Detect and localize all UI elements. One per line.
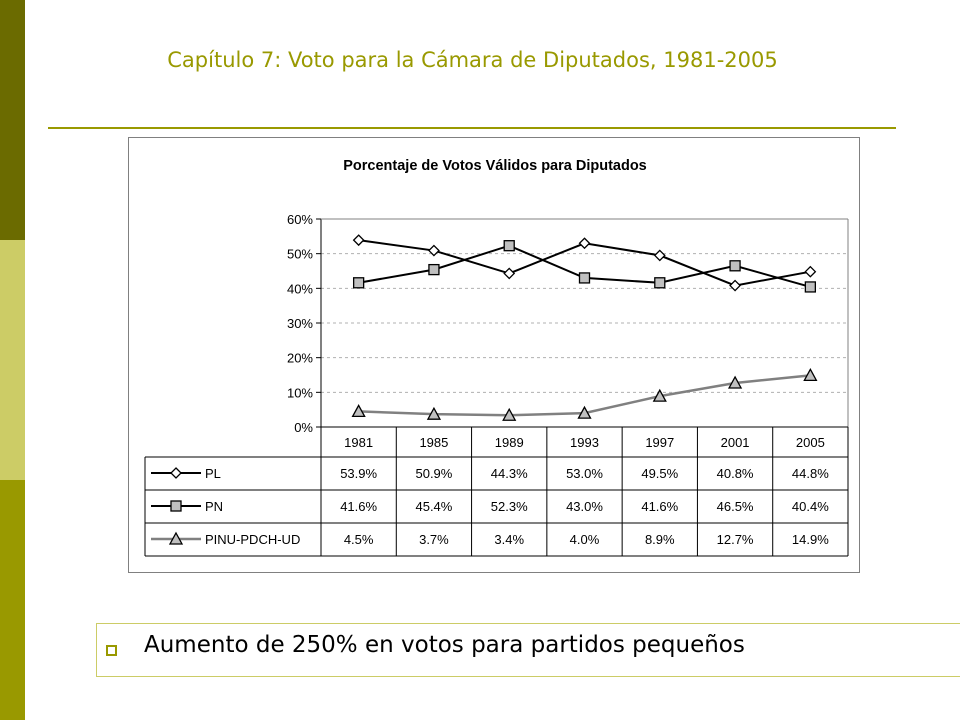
side-bar-middle xyxy=(0,240,25,480)
point-marker xyxy=(170,500,182,512)
y-tick-label: 10% xyxy=(287,385,313,400)
legend-label: PL xyxy=(205,466,221,481)
data-table-value: 4.0% xyxy=(570,532,600,547)
data-table-value: 53.9% xyxy=(340,466,377,481)
point-marker xyxy=(804,281,817,293)
data-table-value: 40.8% xyxy=(717,466,754,481)
point-marker xyxy=(652,388,667,402)
data-table-value: 14.9% xyxy=(792,532,829,547)
point-marker xyxy=(502,407,517,421)
point-marker xyxy=(428,263,440,276)
data-table-value: 46.5% xyxy=(717,499,754,514)
point-marker xyxy=(804,265,817,278)
y-tick-label: 60% xyxy=(287,212,313,227)
data-table-value: 45.4% xyxy=(415,499,452,514)
data-table-value: 3.4% xyxy=(494,532,524,547)
data-table-value: 50.9% xyxy=(415,466,452,481)
data-table-value: 53.0% xyxy=(566,466,603,481)
point-marker xyxy=(428,244,440,257)
side-bar-top xyxy=(0,0,25,240)
bullet-square-icon xyxy=(106,645,117,656)
x-category-label: 1989 xyxy=(495,435,524,450)
data-table-value: 52.3% xyxy=(491,499,528,514)
x-category-label: 1993 xyxy=(570,435,599,450)
x-category-label: 1997 xyxy=(645,435,674,450)
y-tick-label: 0% xyxy=(294,420,313,435)
point-marker xyxy=(352,234,365,247)
data-table-value: 4.5% xyxy=(344,532,374,547)
point-marker xyxy=(727,375,743,389)
bullet-text: Aumento de 250% en votos para partidos p… xyxy=(144,632,745,658)
point-marker xyxy=(503,240,515,252)
chart-container: Porcentaje de Votos Válidos para Diputad… xyxy=(128,137,860,573)
data-table-value: 44.3% xyxy=(491,466,528,481)
point-marker xyxy=(170,467,182,479)
point-marker xyxy=(729,279,741,292)
bullet-item: Aumento de 250% en votos para partidos p… xyxy=(96,623,960,677)
title-divider xyxy=(48,127,896,129)
data-table-value: 43.0% xyxy=(566,499,603,514)
data-table-value: 49.5% xyxy=(641,466,678,481)
point-marker xyxy=(729,260,741,272)
point-marker xyxy=(578,272,591,284)
legend-label: PN xyxy=(205,499,223,514)
line-chart: Porcentaje de Votos Válidos para Diputad… xyxy=(144,158,849,557)
x-category-label: 1985 xyxy=(419,435,448,450)
y-tick-label: 40% xyxy=(287,281,313,296)
data-table-value: 12.7% xyxy=(717,532,754,547)
point-marker xyxy=(352,277,365,289)
data-table-value: 40.4% xyxy=(792,499,829,514)
y-tick-label: 30% xyxy=(287,316,313,331)
data-table-value: 41.6% xyxy=(641,499,678,514)
slide-title: Capítulo 7: Voto para la Cámara de Diput… xyxy=(167,48,778,72)
point-marker xyxy=(653,249,666,262)
data-table-value: 44.8% xyxy=(792,466,829,481)
data-table-value: 3.7% xyxy=(419,532,449,547)
chart-title: Porcentaje de Votos Válidos para Diputad… xyxy=(343,158,647,174)
legend-label: PINU-PDCH-UD xyxy=(205,532,300,547)
y-tick-label: 50% xyxy=(287,247,313,262)
point-marker xyxy=(577,405,592,419)
y-tick-label: 20% xyxy=(287,351,313,366)
point-marker xyxy=(654,277,666,289)
side-bar-bottom xyxy=(0,480,25,720)
point-marker xyxy=(351,404,366,418)
point-marker xyxy=(578,237,591,250)
point-marker xyxy=(168,531,184,545)
point-marker xyxy=(426,406,442,420)
point-marker xyxy=(803,367,818,381)
point-marker xyxy=(503,267,516,280)
data-table-value: 8.9% xyxy=(645,532,675,547)
x-category-label: 1981 xyxy=(344,435,373,450)
x-category-label: 2001 xyxy=(721,435,750,450)
x-category-label: 2005 xyxy=(796,435,825,450)
data-table-value: 41.6% xyxy=(340,499,377,514)
